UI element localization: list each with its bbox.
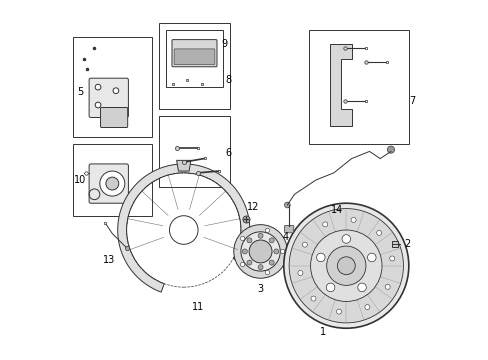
Circle shape	[376, 230, 381, 235]
Circle shape	[302, 242, 307, 247]
Circle shape	[106, 177, 119, 190]
Circle shape	[258, 265, 263, 270]
Circle shape	[283, 203, 408, 328]
FancyBboxPatch shape	[284, 225, 293, 233]
Circle shape	[95, 84, 101, 90]
Circle shape	[268, 238, 274, 243]
Circle shape	[233, 225, 287, 278]
Circle shape	[385, 284, 389, 289]
Circle shape	[284, 202, 290, 208]
Circle shape	[322, 222, 327, 227]
FancyBboxPatch shape	[172, 40, 217, 67]
Circle shape	[325, 283, 334, 292]
Circle shape	[386, 146, 394, 153]
Circle shape	[246, 260, 251, 265]
Polygon shape	[329, 44, 351, 126]
Text: 14: 14	[330, 205, 343, 215]
Text: 3: 3	[257, 284, 263, 294]
Circle shape	[95, 102, 101, 108]
Circle shape	[242, 249, 247, 254]
Bar	[73, 37, 151, 137]
Text: 11: 11	[192, 302, 204, 312]
Circle shape	[297, 270, 303, 275]
FancyBboxPatch shape	[89, 164, 128, 203]
Circle shape	[336, 309, 341, 314]
Text: 7: 7	[408, 96, 415, 107]
Circle shape	[357, 283, 366, 292]
Circle shape	[169, 216, 198, 244]
Circle shape	[288, 208, 403, 323]
Circle shape	[310, 230, 381, 301]
Circle shape	[273, 249, 278, 254]
Circle shape	[100, 171, 124, 196]
Text: 5: 5	[77, 87, 83, 98]
Text: 8: 8	[225, 75, 231, 85]
Text: 9: 9	[222, 39, 227, 49]
Circle shape	[367, 253, 375, 262]
Text: 12: 12	[247, 202, 259, 212]
Circle shape	[316, 253, 325, 262]
Circle shape	[280, 249, 285, 253]
Circle shape	[248, 240, 271, 263]
Circle shape	[240, 236, 244, 240]
Text: 6: 6	[225, 148, 231, 158]
FancyBboxPatch shape	[101, 108, 127, 127]
Circle shape	[364, 305, 369, 310]
Circle shape	[389, 256, 394, 261]
Text: 1: 1	[319, 327, 325, 337]
Text: 4: 4	[282, 232, 288, 242]
Circle shape	[341, 235, 350, 243]
Circle shape	[258, 233, 263, 238]
Bar	[159, 23, 230, 109]
Circle shape	[326, 246, 365, 285]
Text: 13: 13	[102, 255, 115, 265]
Circle shape	[268, 260, 274, 265]
Bar	[73, 144, 151, 216]
Circle shape	[246, 238, 251, 243]
Wedge shape	[118, 164, 249, 292]
Bar	[159, 116, 230, 187]
Circle shape	[264, 270, 269, 275]
Circle shape	[240, 262, 244, 267]
Bar	[165, 30, 223, 87]
FancyBboxPatch shape	[89, 78, 128, 117]
Circle shape	[241, 232, 280, 271]
Circle shape	[264, 228, 269, 233]
Circle shape	[113, 88, 119, 94]
Polygon shape	[176, 160, 190, 171]
FancyBboxPatch shape	[174, 49, 214, 64]
Circle shape	[350, 217, 355, 222]
Text: 10: 10	[74, 175, 86, 185]
Circle shape	[310, 296, 315, 301]
Bar	[308, 30, 408, 144]
Text: 2: 2	[403, 239, 409, 249]
Circle shape	[337, 257, 354, 275]
